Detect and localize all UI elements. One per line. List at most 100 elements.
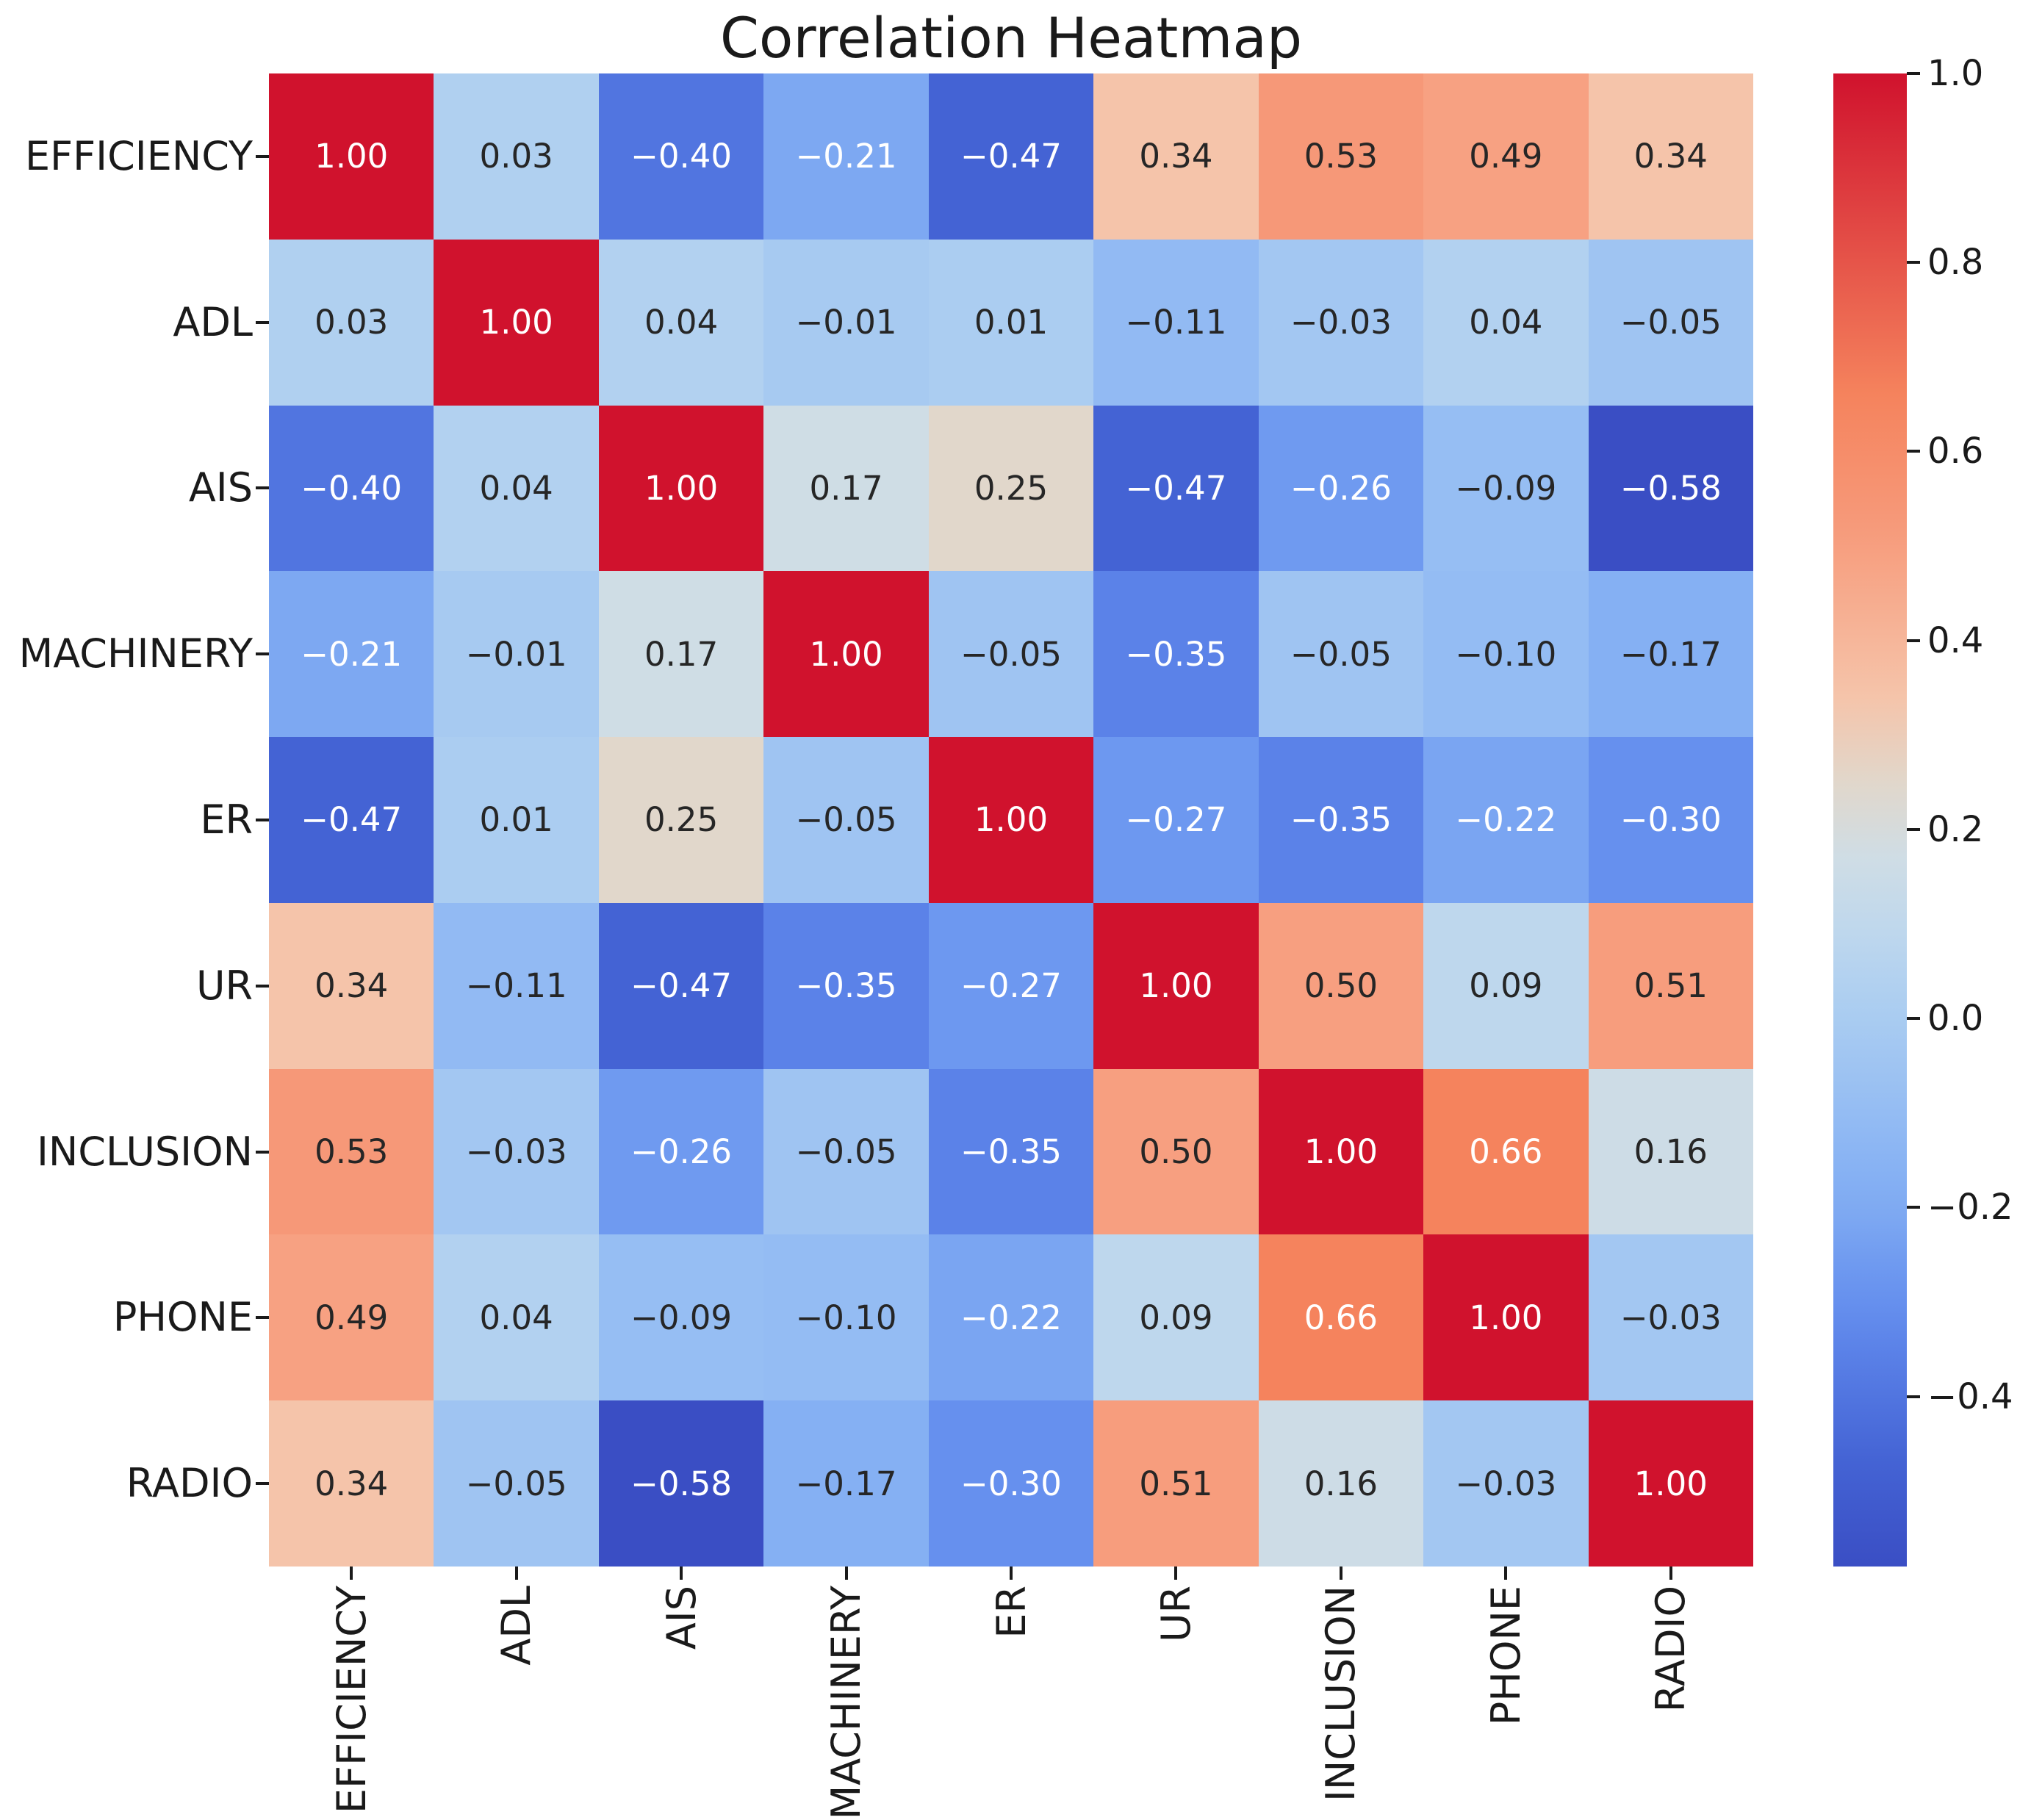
heatmap-cell: 1.00 [763,571,929,738]
x-tick-label: RADIO [1647,1586,1694,1713]
x-tick-mark [1504,1567,1508,1580]
y-tick-label: PHONE [112,1294,253,1341]
x-tick-label: EFFICIENCY [328,1586,375,1814]
y-tick-label: RADIO [126,1460,253,1507]
heatmap-cell: 0.03 [434,73,599,240]
heatmap-cell: 0.04 [1423,239,1589,406]
x-tick-mark [1339,1567,1342,1580]
x-tick-label: ADL [493,1586,540,1666]
heatmap-cell: −0.21 [269,571,434,738]
x-tick-label: PHONE [1482,1586,1529,1726]
heatmap-cell: −0.27 [928,902,1094,1069]
colorbar-tick-label: 0.8 [1927,242,1984,284]
y-tick-mark [256,320,269,324]
y-tick-label: UR [195,962,253,1009]
heatmap-cell: −0.30 [1588,737,1753,903]
colorbar-tick-label: 0.2 [1927,808,1984,850]
heatmap-cell: 0.25 [598,737,764,903]
heatmap-cell: −0.35 [763,902,929,1069]
heatmap-grid: 1.00 0.03 −0.40 −0.21 −0.47 0.34 0.53 0.49 0.34 0… [269,73,1753,1567]
x-tick-label: ER [988,1586,1035,1639]
heatmap-cell: 0.51 [1588,902,1753,1069]
x-tick-label: MACHINERY [823,1586,870,1820]
heatmap-cell: −0.11 [434,902,599,1069]
x-tick-label: AIS [658,1586,705,1650]
x-tick-mark [1010,1567,1013,1580]
heatmap-cell: 0.66 [1423,1068,1589,1235]
heatmap-cell: −0.11 [1093,239,1259,406]
x-tick-mark [680,1567,683,1580]
y-tick-label: MACHINERY [18,630,253,677]
heatmap-cell: 1.00 [1423,1234,1589,1401]
y-tick-mark [256,984,269,988]
colorbar-tick-label: −0.2 [1927,1187,2013,1229]
heatmap-cell: −0.35 [1093,571,1259,738]
y-tick-label: ER [200,796,253,843]
y-tick-label: INCLUSION [36,1128,253,1175]
heatmap-cell: 0.16 [1258,1400,1424,1567]
heatmap-cell: −0.26 [1258,405,1424,572]
heatmap-cell: −0.05 [434,1400,599,1567]
y-tick-mark [256,486,269,490]
x-tick-label: INCLUSION [1318,1586,1365,1802]
colorbar-tick-mark [1907,1206,1920,1209]
x-tick-mark [350,1567,353,1580]
heatmap-cell: −0.01 [763,239,929,406]
chart-title: Correlation Heatmap [719,5,1303,71]
heatmap-cell: −0.40 [598,73,764,240]
heatmap-cell: 1.00 [928,737,1094,903]
heatmap-cell: 1.00 [269,73,434,240]
heatmap-cell: 1.00 [434,239,599,406]
heatmap-cell: −0.05 [763,1068,929,1235]
colorbar-tick-mark [1907,1017,1920,1021]
heatmap-cell: −0.47 [1093,405,1259,572]
heatmap-cell: −0.17 [763,1400,929,1567]
heatmap-cell: −0.09 [1423,405,1589,572]
heatmap-cell: 0.34 [1093,73,1259,240]
heatmap-cell: 0.03 [269,239,434,406]
y-tick-mark [256,1150,269,1154]
colorbar-tick-label: 1.0 [1927,53,1984,94]
heatmap-cell: −0.40 [269,405,434,572]
heatmap-cell: 0.53 [1258,73,1424,240]
heatmap-cell: 1.00 [1258,1068,1424,1235]
heatmap-cell: −0.58 [598,1400,764,1567]
colorbar-tick-mark [1907,261,1920,265]
y-tick-mark [256,1316,269,1320]
colorbar-tick-label: 0.0 [1927,998,1984,1040]
x-tick-mark [844,1567,848,1580]
colorbar-tick-mark [1907,72,1920,75]
heatmap-cell: −0.47 [928,73,1094,240]
heatmap-cell: −0.03 [434,1068,599,1235]
heatmap-cell: 0.01 [434,737,599,903]
heatmap-cell: 0.51 [1093,1400,1259,1567]
heatmap-cell: −0.26 [598,1068,764,1235]
heatmap-cell: 0.53 [269,1068,434,1235]
colorbar-tick-label: −0.4 [1927,1375,2013,1417]
heatmap-cell: −0.22 [928,1234,1094,1401]
heatmap-cell: −0.47 [269,737,434,903]
y-tick-label: AIS [188,464,253,511]
heatmap-cell: 0.50 [1258,902,1424,1069]
heatmap-cell: 0.49 [269,1234,434,1401]
heatmap-cell: −0.17 [1588,571,1753,738]
heatmap-cell: −0.05 [928,571,1094,738]
heatmap-cell: 0.04 [598,239,764,406]
heatmap-cell: −0.01 [434,571,599,738]
colorbar-tick-label: 0.6 [1927,431,1984,472]
x-tick-mark [514,1567,518,1580]
heatmap-cell: −0.27 [1093,737,1259,903]
heatmap-cell: −0.47 [598,902,764,1069]
heatmap-cell: −0.03 [1588,1234,1753,1401]
heatmap-cell: −0.35 [1258,737,1424,903]
heatmap-cell: 1.00 [598,405,764,572]
heatmap-cell: 0.09 [1423,902,1589,1069]
heatmap-cell: 0.17 [598,571,764,738]
heatmap-cell: 0.50 [1093,1068,1259,1235]
heatmap-cell: 1.00 [1588,1400,1753,1567]
x-tick-label: UR [1152,1586,1199,1643]
heatmap-cell: 1.00 [1093,902,1259,1069]
colorbar-tick-mark [1907,450,1920,453]
heatmap-cell: 0.04 [434,405,599,572]
